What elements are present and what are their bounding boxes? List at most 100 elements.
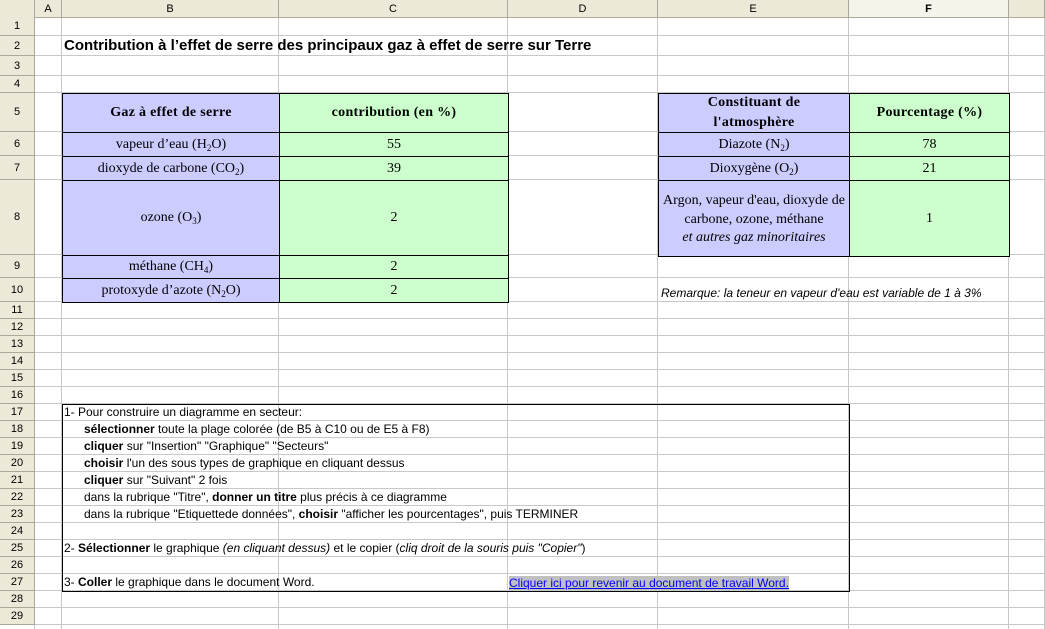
column-header[interactable]: A — [35, 0, 62, 18]
instruction-line-21[interactable]: cliquer sur "Suivant" 2 fois — [84, 472, 227, 489]
bold-text: choisir — [298, 507, 339, 521]
row-header[interactable]: 3 — [0, 56, 35, 76]
contribution-value-cell[interactable]: 2 — [279, 180, 509, 256]
row-header[interactable]: 10 — [0, 278, 35, 302]
row-header[interactable]: 17 — [0, 404, 35, 421]
gas-name: méthane (CH4) — [128, 259, 214, 275]
row-header[interactable]: 25 — [0, 540, 35, 557]
constituent-name: Argon, vapeur d'eau, dioxyde de carbone,… — [663, 192, 845, 245]
row-header[interactable]: 29 — [0, 608, 35, 625]
instruction-line-22[interactable]: dans la rubrique "Titre", donner un titr… — [84, 489, 447, 506]
grid-line — [278, 17, 279, 629]
instruction-line-25[interactable]: 2- Sélectionner le graphique (en cliquan… — [64, 540, 585, 557]
grid-line — [35, 335, 1045, 336]
grid-line — [35, 386, 1045, 387]
row-header[interactable]: 5 — [0, 93, 35, 132]
table2-header-constituent-text: Constituant de l'atmosphère — [707, 95, 801, 130]
text: le graphique — [150, 541, 223, 555]
row-header[interactable]: 8 — [0, 180, 35, 255]
grid-line — [35, 254, 1045, 255]
row-header[interactable]: 13 — [0, 336, 35, 353]
table1-header-gas[interactable]: Gaz à effet de serre — [62, 93, 280, 133]
row-header[interactable]: 26 — [0, 557, 35, 574]
bold-text: Coller — [78, 575, 113, 589]
gas-name-cell[interactable]: méthane (CH4) — [62, 255, 280, 279]
instruction-line-18[interactable]: sélectionner toute la plage colorée (de … — [84, 421, 430, 438]
row-header[interactable]: 14 — [0, 353, 35, 370]
constituent-name: Dioxygène (O2) — [709, 160, 799, 177]
column-header[interactable]: C — [279, 0, 508, 18]
instruction-line-19[interactable]: cliquer sur "Insertion" "Graphique" "Sec… — [84, 438, 328, 455]
row-header[interactable]: 9 — [0, 255, 35, 278]
grid-line — [35, 539, 1045, 540]
text: plus précis à ce diagramme — [296, 490, 447, 504]
row-header[interactable]: 15 — [0, 370, 35, 387]
row-header[interactable]: 4 — [0, 76, 35, 93]
instruction-line-23[interactable]: dans la rubrique "Etiquettede données", … — [84, 506, 578, 523]
row-header[interactable]: 23 — [0, 506, 35, 523]
contribution-value-cell[interactable]: 2 — [279, 278, 509, 303]
instruction-line-20[interactable]: choisir l'un des sous types de graphique… — [84, 455, 405, 472]
gas-name-cell[interactable]: protoxyde d’azote (N2O) — [62, 278, 280, 303]
bold-text: cliquer — [84, 439, 124, 453]
gas-name-cell[interactable]: dioxyde de carbone (CO2) — [62, 156, 280, 181]
grid-line — [35, 590, 1045, 591]
sheet-title: Contribution à l’effet de serre des prin… — [64, 37, 592, 54]
grid-line — [35, 55, 1045, 56]
bold-text: choisir — [84, 456, 124, 470]
table1-header-contribution[interactable]: contribution (en %) — [279, 93, 509, 133]
grid-line — [35, 573, 1045, 574]
row-header[interactable]: 6 — [0, 132, 35, 156]
percentage-value-cell[interactable]: 21 — [849, 156, 1010, 181]
row-header[interactable]: 27 — [0, 574, 35, 591]
contribution-value-cell[interactable]: 2 — [279, 255, 509, 279]
row-header[interactable]: 20 — [0, 455, 35, 472]
grid-line — [1008, 17, 1009, 629]
constituent-cell[interactable]: Argon, vapeur d'eau, dioxyde de carbone,… — [658, 180, 850, 257]
column-header[interactable]: F — [849, 0, 1009, 18]
contribution-value-cell[interactable]: 55 — [279, 132, 509, 157]
row-header[interactable]: 12 — [0, 319, 35, 336]
constituent-cell[interactable]: Dioxygène (O2) — [658, 156, 850, 181]
percentage-value-cell[interactable]: 78 — [849, 132, 1010, 157]
column-header[interactable] — [1009, 0, 1045, 18]
grid-line — [35, 505, 1045, 506]
row-header[interactable]: 24 — [0, 523, 35, 540]
column-header[interactable]: D — [508, 0, 658, 18]
row-header[interactable]: 7 — [0, 156, 35, 180]
select-all-corner[interactable] — [0, 0, 35, 18]
table2-header-constituent[interactable]: Constituant de l'atmosphère — [658, 93, 850, 133]
grid-line — [35, 75, 1045, 76]
row-header[interactable]: 1 — [0, 17, 35, 36]
back-to-word-link[interactable]: Cliquer ici pour revenir au document de … — [509, 576, 789, 590]
bold-text: cliquer — [84, 473, 124, 487]
grid-line — [35, 318, 1045, 319]
instruction-line-27[interactable]: 3- Coller le graphique dans le document … — [64, 574, 315, 591]
grid-line — [35, 437, 1045, 438]
grid-line — [35, 454, 1045, 455]
row-header[interactable]: 28 — [0, 591, 35, 608]
column-header[interactable]: B — [62, 0, 279, 18]
instruction-line-17[interactable]: 1- Pour construire un diagramme en secte… — [64, 404, 302, 421]
row-header[interactable]: 22 — [0, 489, 35, 506]
grid-line — [35, 556, 1045, 557]
contribution-value-cell[interactable]: 39 — [279, 156, 509, 181]
gas-name-cell[interactable]: ozone (O3) — [62, 180, 280, 256]
gas-name: ozone (O3) — [140, 210, 202, 226]
text: dans la rubrique "Etiquettede données", — [84, 507, 299, 521]
gas-name: vapeur d’eau (H2O) — [115, 136, 227, 153]
row-header[interactable]: 2 — [0, 36, 35, 56]
bold-text: sélectionner — [84, 422, 155, 436]
row-header[interactable]: 19 — [0, 438, 35, 455]
column-header[interactable]: E — [658, 0, 849, 18]
constituent-cell[interactable]: Diazote (N2) — [658, 132, 850, 157]
row-header[interactable]: 11 — [0, 302, 35, 319]
row-header[interactable]: 21 — [0, 472, 35, 489]
percentage-value-cell[interactable]: 1 — [849, 180, 1010, 257]
row-header[interactable]: 18 — [0, 421, 35, 438]
gas-name-cell[interactable]: vapeur d’eau (H2O) — [62, 132, 280, 157]
table2-header-percentage[interactable]: Pourcentage (%) — [849, 93, 1010, 133]
row-header[interactable]: 16 — [0, 387, 35, 404]
grid-line — [35, 35, 1045, 36]
grid-line — [35, 624, 1045, 625]
